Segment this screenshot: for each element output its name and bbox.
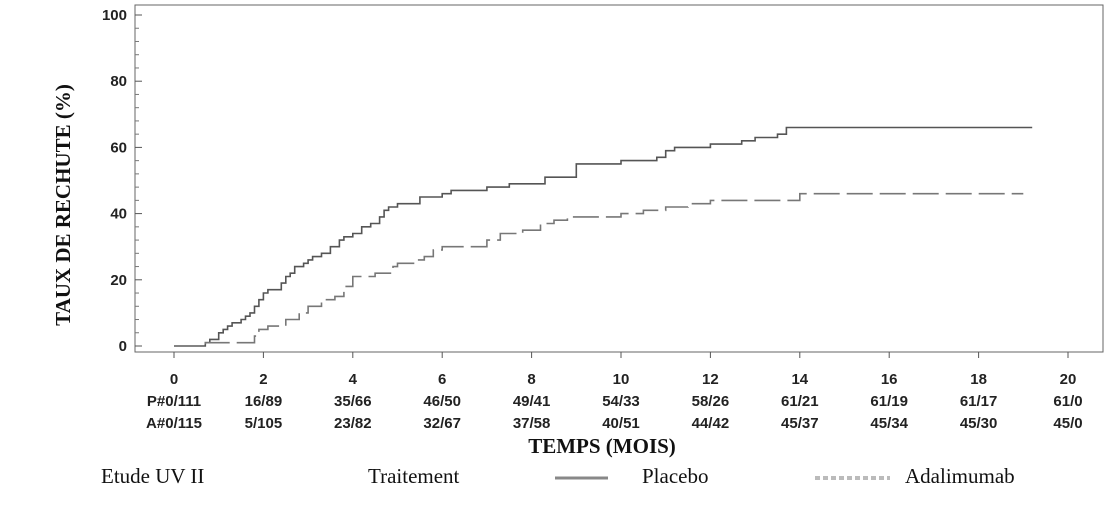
risk-cell: 40/51 (602, 415, 640, 432)
risk-cell: 44/42 (692, 415, 730, 432)
risk-cell: 61/19 (870, 393, 908, 410)
x-tick-label: 6 (438, 371, 446, 388)
risk-cell: 32/67 (423, 415, 461, 432)
risk-cell: 16/89 (245, 393, 283, 410)
risk-row-label: A#0/115 (146, 415, 202, 432)
risk-cell: 61/17 (960, 393, 998, 410)
legend-adalimumab-label: Adalimumab (905, 464, 1015, 488)
x-axis-title: TEMPS (MOIS) (528, 434, 676, 458)
x-tick-label: 12 (702, 371, 719, 388)
legend-placebo-label: Placebo (642, 464, 708, 488)
x-axis: 0 2 4 6 8 10 12 14 16 18 20 (170, 352, 1077, 388)
x-tick-label: 16 (881, 371, 898, 388)
y-tick-label: 0 (119, 338, 127, 355)
risk-cell: 58/26 (692, 393, 730, 410)
risk-cell: 37/58 (513, 415, 551, 432)
y-axis-title: TAUX DE RECHUTE (%) (51, 84, 75, 326)
plot-frame (134, 4, 1104, 353)
risk-cell: 46/50 (423, 393, 461, 410)
legend: Etude UV II Traitement Placebo Adalimuma… (101, 464, 1015, 488)
risk-table: P#0/111 16/89 35/66 46/50 49/41 54/33 58/26 61/… (146, 393, 1083, 432)
legend-study-label: Etude UV II (101, 464, 204, 488)
y-tick-label: 100 (102, 7, 127, 24)
x-tick-label: 10 (613, 371, 630, 388)
series-line-adalimumab (174, 192, 1024, 347)
risk-cell: 45/30 (960, 415, 998, 432)
risk-cell: 5/105 (245, 415, 283, 432)
y-axis: 0 20 40 60 80 100 (102, 7, 142, 355)
risk-cell: 23/82 (334, 415, 372, 432)
risk-cell: 45/37 (781, 415, 819, 432)
x-tick-label: 0 (170, 371, 178, 388)
x-tick-label: 2 (259, 371, 267, 388)
risk-row-label: P#0/111 (147, 393, 201, 410)
series-line-placebo (174, 126, 1033, 347)
y-tick-label: 80 (110, 73, 127, 90)
x-tick-label: 14 (791, 371, 808, 388)
risk-cell: 61/21 (781, 393, 819, 410)
x-tick-label: 18 (970, 371, 987, 388)
risk-cell: 35/66 (334, 393, 372, 410)
x-tick-label: 8 (527, 371, 535, 388)
x-tick-label: 20 (1060, 371, 1077, 388)
risk-cell: 45/0 (1053, 415, 1082, 432)
y-tick-label: 20 (110, 272, 127, 289)
risk-cell: 45/34 (870, 415, 908, 432)
y-tick-label: 40 (110, 206, 127, 223)
risk-cell: 49/41 (513, 393, 551, 410)
legend-group-title: Traitement (368, 464, 460, 488)
risk-cell: 54/33 (602, 393, 640, 410)
x-tick-label: 4 (349, 371, 358, 388)
y-tick-label: 60 (110, 139, 127, 156)
risk-cell: 61/0 (1053, 393, 1082, 410)
series-layer (174, 126, 1033, 347)
